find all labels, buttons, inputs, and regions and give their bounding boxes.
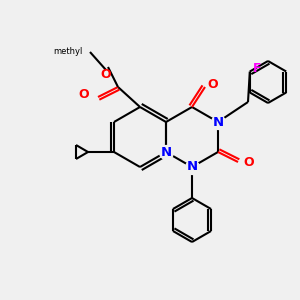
Text: methyl: methyl <box>54 47 83 56</box>
Text: N: N <box>212 116 224 128</box>
Text: O: O <box>101 68 111 82</box>
Text: N: N <box>186 160 198 173</box>
Text: F: F <box>253 62 261 75</box>
Text: O: O <box>243 155 254 169</box>
Text: N: N <box>160 146 172 158</box>
Text: O: O <box>79 88 89 100</box>
Text: O: O <box>207 77 217 91</box>
